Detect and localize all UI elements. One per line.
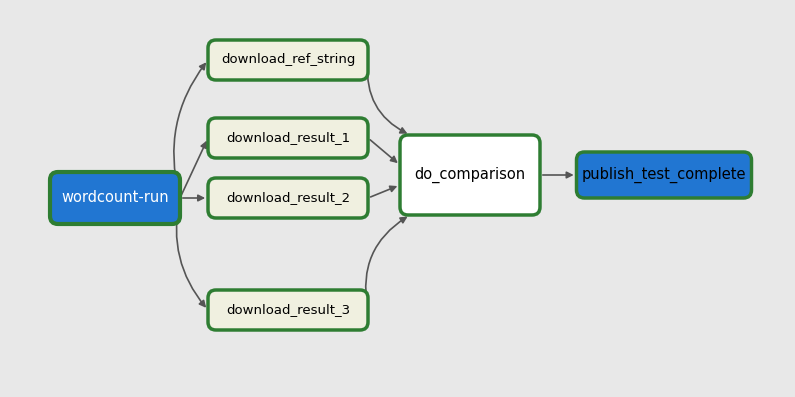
Text: download_ref_string: download_ref_string (221, 54, 355, 67)
Text: wordcount-run: wordcount-run (61, 191, 169, 206)
FancyBboxPatch shape (208, 178, 368, 218)
FancyBboxPatch shape (208, 290, 368, 330)
Text: publish_test_complete: publish_test_complete (582, 167, 747, 183)
FancyBboxPatch shape (50, 172, 180, 224)
Text: do_comparison: do_comparison (414, 167, 525, 183)
FancyBboxPatch shape (400, 135, 540, 215)
FancyBboxPatch shape (576, 152, 751, 198)
FancyBboxPatch shape (208, 118, 368, 158)
Text: download_result_3: download_result_3 (226, 303, 350, 316)
FancyBboxPatch shape (208, 40, 368, 80)
Text: download_result_2: download_result_2 (226, 191, 350, 204)
Text: download_result_1: download_result_1 (226, 131, 350, 145)
